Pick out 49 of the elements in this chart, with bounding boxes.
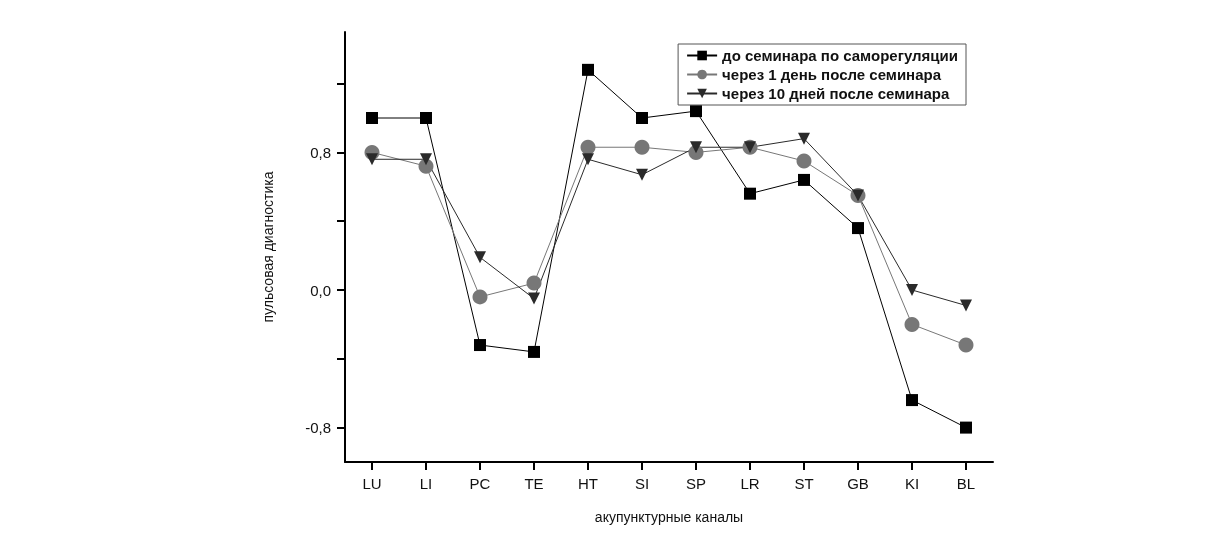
- point: [904, 316, 920, 332]
- point: [636, 168, 648, 181]
- point: [798, 132, 810, 145]
- legend-label: через 1 день после семинара: [722, 66, 942, 83]
- y-tick-label: -0,8: [305, 419, 331, 437]
- point: [528, 345, 540, 358]
- point: [958, 337, 974, 353]
- point: [690, 105, 702, 118]
- x-tick-label: PC: [469, 475, 491, 492]
- point: [580, 139, 596, 155]
- x-tick-label: LR: [740, 475, 760, 492]
- point: [796, 153, 812, 169]
- legend-label: до семинара по саморегуляции: [722, 47, 959, 64]
- x-tick-label: LU: [362, 475, 382, 492]
- point: [474, 251, 486, 264]
- point: [852, 222, 864, 235]
- point: [798, 173, 810, 186]
- x-tick-label: BL: [956, 475, 976, 492]
- x-tick-label: KI: [904, 475, 920, 492]
- point: [744, 187, 756, 200]
- point: [634, 139, 650, 155]
- x-tick-label: ST: [794, 475, 814, 492]
- point: [472, 289, 488, 305]
- x-tick-label: GB: [847, 475, 869, 492]
- point: [960, 299, 972, 312]
- x-tick-label: SP: [685, 475, 707, 492]
- x-tick-label: TE: [524, 475, 544, 492]
- point: [366, 153, 378, 166]
- x-tick-label: SI: [634, 475, 650, 492]
- point: [906, 394, 918, 407]
- point: [526, 275, 542, 291]
- point: [474, 339, 486, 352]
- y-tick-label: 0,8: [310, 143, 331, 161]
- point: [690, 141, 702, 154]
- x-tick-label: HT: [578, 475, 598, 492]
- x-axis-title: акупунктурные каналы: [594, 509, 744, 525]
- point: [528, 292, 540, 305]
- point: [582, 63, 594, 76]
- point: [366, 112, 378, 124]
- y-axis-title: пульсовая диагностика: [260, 171, 276, 323]
- legend-label: через 10 дней после семинара: [722, 85, 951, 102]
- point: [582, 153, 594, 166]
- y-tick-label: 0,0: [310, 281, 331, 299]
- point: [636, 112, 648, 124]
- point: [960, 421, 972, 434]
- point: [420, 112, 432, 124]
- point: [420, 153, 432, 166]
- point: [906, 284, 918, 296]
- x-tick-label: LI: [419, 475, 433, 492]
